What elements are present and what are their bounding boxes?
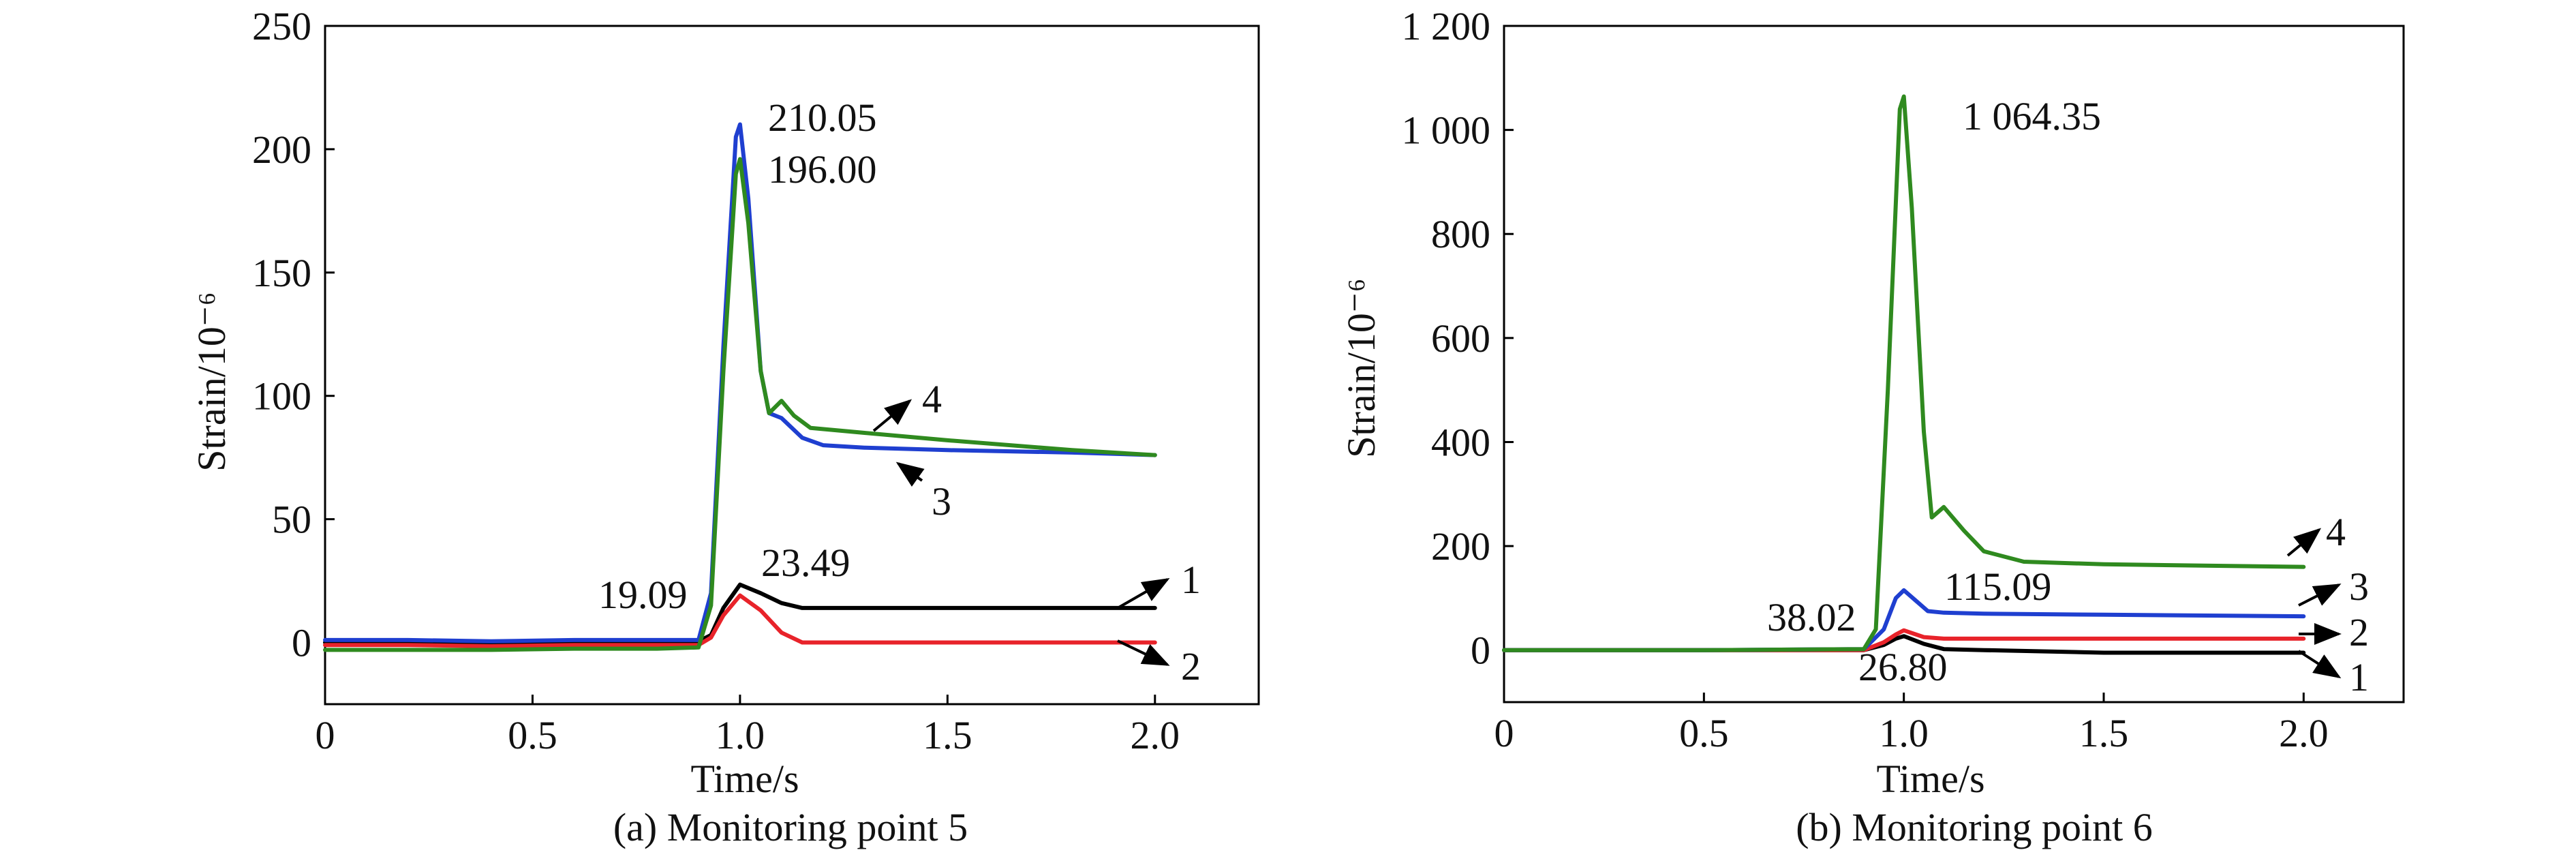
chart-panel-a: 0 0.5 1.0 1.5 2.0 0 50 100 150 200 250 Time/s Stra…: [189, 4, 1260, 849]
annotation-a-1: 196.00: [768, 147, 877, 192]
x-tick-label-a-1: 0.5: [508, 713, 557, 757]
x-tick-label-b-3: 1.5: [2079, 711, 2129, 755]
series-line-a-3: [323, 122, 1157, 644]
y-tick-label-b-3: 600: [1431, 316, 1490, 361]
y-tick-label-b-2: 400: [1431, 420, 1490, 464]
series-line-b-3: [1502, 588, 2306, 652]
chart-panel-b: 0 0.5 1.0 1.5 2.0 0 200 400 600 800 1 000 1 200 Tim…: [1339, 4, 2405, 849]
plot-area-b: 0 0.5 1.0 1.5 2.0 0 200 400 600 800 1 000 1 200: [1402, 4, 2405, 755]
x-axis-label-b: Time/s: [1876, 757, 1984, 801]
x-tick-label-a-4: 2.0: [1131, 713, 1180, 757]
x-tick-label-b-2: 1.0: [1879, 711, 1929, 755]
series-line-a-1: [323, 582, 1157, 646]
y-tick-label-b-4: 800: [1431, 212, 1490, 256]
annotation-b-0: 1 064.35: [1963, 94, 2101, 138]
series-arrow-b-3: [2298, 584, 2342, 607]
plot-frame-b: [1503, 25, 2405, 703]
y-axis-label-a: Strain/10⁻⁶: [189, 292, 234, 472]
annotation-b-3: 26.80: [1858, 645, 1948, 689]
y-tick-label-b-0: 0: [1471, 629, 1490, 673]
series-tag-a-4: 4: [922, 377, 942, 421]
y-tick-label-a-4: 200: [252, 127, 311, 172]
series-arrow-a-1: [1117, 578, 1170, 609]
annotation-b-1: 115.09: [1944, 564, 2051, 609]
x-tick-label-b-0: 0: [1494, 711, 1514, 755]
plot-frame-a: [324, 25, 1260, 706]
annotation-a-0: 210.05: [768, 95, 877, 140]
annotation-a-3: 19.09: [598, 573, 688, 617]
series-tag-a-1: 1: [1181, 558, 1201, 602]
x-tick-label-b-1: 0.5: [1679, 711, 1729, 755]
y-tick-label-a-5: 250: [252, 4, 311, 48]
y-axis-label-b: Strain/10⁻⁶: [1339, 278, 1383, 458]
series-tag-b-4: 4: [2326, 510, 2346, 554]
series-tag-a-3: 3: [932, 479, 951, 524]
y-tick-label-a-1: 50: [272, 498, 311, 542]
series-arrow-b-1: [2297, 650, 2342, 679]
series-tag-b-3: 3: [2349, 564, 2369, 609]
annotation-a-2: 23.49: [761, 541, 850, 585]
caption-b: (b) Monitoring point 6: [1796, 805, 2153, 849]
y-tick-label-a-2: 100: [252, 374, 311, 419]
y-tick-label-a-3: 150: [252, 251, 311, 295]
series-arrow-a-2: [1117, 639, 1170, 666]
series-tag-a-2: 2: [1181, 644, 1201, 688]
series-tag-b-1: 1: [2349, 655, 2369, 699]
series-arrow-a-3: [895, 461, 925, 487]
x-tick-label-b-4: 2.0: [2279, 711, 2329, 755]
annotation-b-2: 38.02: [1767, 595, 1856, 639]
series-arrow-b-4: [2286, 528, 2322, 557]
x-tick-label-a-2: 1.0: [716, 713, 765, 757]
series-line-b-4: [1502, 94, 2306, 652]
y-tick-label-b-5: 1 000: [1402, 108, 1491, 153]
series-arrow-a-4: [872, 399, 913, 432]
y-tick-label-b-6: 1 200: [1402, 4, 1491, 48]
series-tag-b-2: 2: [2349, 610, 2369, 654]
y-tick-label-a-0: 0: [292, 621, 311, 665]
x-axis-label-a: Time/s: [690, 757, 799, 801]
y-tick-label-b-1: 200: [1431, 524, 1490, 569]
series-line-a-2: [323, 593, 1157, 648]
series-line-a-4: [323, 157, 1157, 652]
plot-area-a: 0 0.5 1.0 1.5 2.0 0 50 100 150 200 250: [252, 4, 1260, 757]
x-tick-label-a-3: 1.5: [923, 713, 972, 757]
x-tick-label-a-0: 0: [316, 713, 335, 757]
caption-a: (a) Monitoring point 5: [613, 805, 968, 849]
